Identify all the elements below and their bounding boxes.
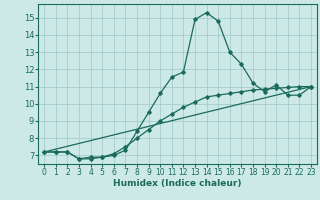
X-axis label: Humidex (Indice chaleur): Humidex (Indice chaleur) [113, 179, 242, 188]
